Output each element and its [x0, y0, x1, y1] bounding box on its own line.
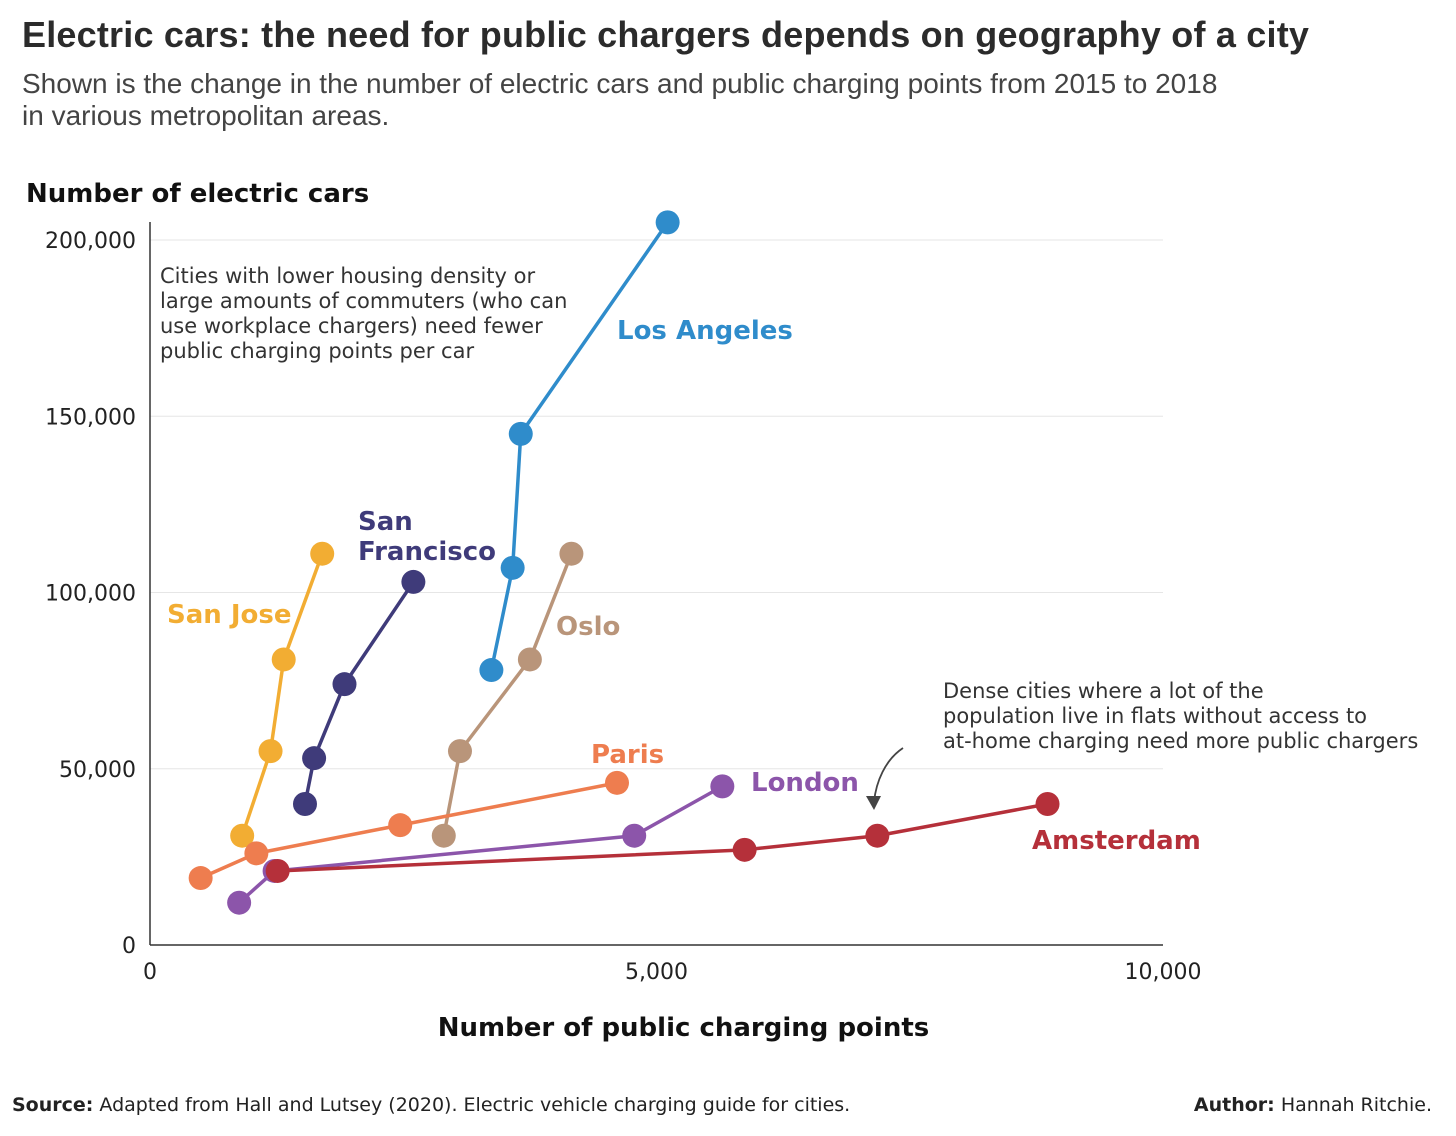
annotation-text: Dense cities where a lot of the populatio… [943, 679, 1418, 753]
data-point [447, 739, 472, 764]
series-label: London [751, 768, 859, 798]
source-text: Adapted from Hall and Lutsey (2020). Ele… [93, 1094, 851, 1116]
data-point [508, 421, 533, 446]
y-tick-label: 0 [122, 934, 136, 959]
series-label: San Jose [167, 600, 291, 630]
data-point [865, 823, 890, 848]
author-label: Author: [1193, 1094, 1275, 1116]
y-tick-label: 100,000 [45, 582, 136, 607]
series-line [237, 784, 724, 905]
author-note: Author: Hannah Ritchie. [1194, 1094, 1432, 1116]
y-tick-label: 200,000 [45, 229, 136, 254]
data-point [710, 774, 735, 799]
data-point [622, 823, 647, 848]
y-tick-label: 50,000 [59, 758, 136, 783]
axes: Number of electric cars Number of public … [26, 179, 1163, 1043]
series-line [442, 553, 574, 837]
series-line [489, 221, 670, 671]
data-point [265, 858, 290, 883]
data-point [230, 823, 255, 848]
series-line [240, 553, 324, 837]
x-tick-label: 0 [143, 960, 157, 985]
annotation-text: Cities with lower housing density or larg… [160, 264, 567, 363]
data-point [431, 823, 456, 848]
series-label: Los Angeles [617, 316, 793, 346]
author-text: Hannah Ritchie. [1274, 1094, 1432, 1116]
series-labels: San Jose San Francisco Los Angeles Oslo Paris… [167, 316, 1201, 856]
data-point [517, 647, 542, 672]
data-point [401, 569, 426, 594]
data-point [500, 555, 525, 580]
series-label: San Francisco [358, 507, 496, 567]
series-lines [199, 221, 1048, 905]
series-line [277, 802, 1048, 873]
annotation-arrow [873, 747, 904, 803]
chart-subtitle: Shown is the change in the number of ele… [22, 68, 1402, 132]
source-label: Source: [12, 1094, 94, 1116]
data-point [655, 210, 680, 235]
x-tick-label: 10,000 [1125, 960, 1202, 985]
series-points [188, 210, 1060, 915]
data-point [310, 541, 335, 566]
data-point [479, 658, 504, 683]
x-tick-label: 5,000 [625, 960, 688, 985]
data-point [271, 647, 296, 672]
subtitle-line-1: Shown is the change in the number of ele… [22, 68, 1218, 99]
x-axis-label: Number of public charging points [438, 1013, 930, 1043]
data-point [302, 746, 327, 771]
data-point [258, 739, 283, 764]
annotation-arrowhead [866, 796, 881, 810]
data-point [388, 813, 413, 838]
series-label: Paris [591, 740, 664, 770]
data-point [604, 770, 629, 795]
data-point [559, 541, 584, 566]
data-point [332, 672, 357, 697]
data-point [732, 837, 757, 862]
data-point [227, 890, 252, 915]
data-point [244, 841, 269, 866]
annotations: Cities with lower housing density or larg… [160, 264, 1418, 810]
series-label: Amsterdam [1032, 826, 1201, 856]
series-line [199, 781, 618, 880]
tick-labels: 0 50,000 100,000 150,000 200,000 0 5,000 10,000 [45, 229, 1201, 985]
data-point [1035, 792, 1060, 816]
source-note: Source: Adapted from Hall and Lutsey (20… [12, 1094, 850, 1116]
data-point [188, 866, 213, 891]
y-axis-label: Number of electric cars [26, 179, 369, 209]
chart-title: Electric cars: the need for public charg… [22, 14, 1310, 55]
y-tick-label: 150,000 [45, 405, 136, 430]
series-line [303, 580, 415, 805]
data-point [292, 792, 317, 816]
series-label: Oslo [556, 612, 620, 642]
subtitle-line-2: in various metropolitan areas. [22, 100, 390, 131]
